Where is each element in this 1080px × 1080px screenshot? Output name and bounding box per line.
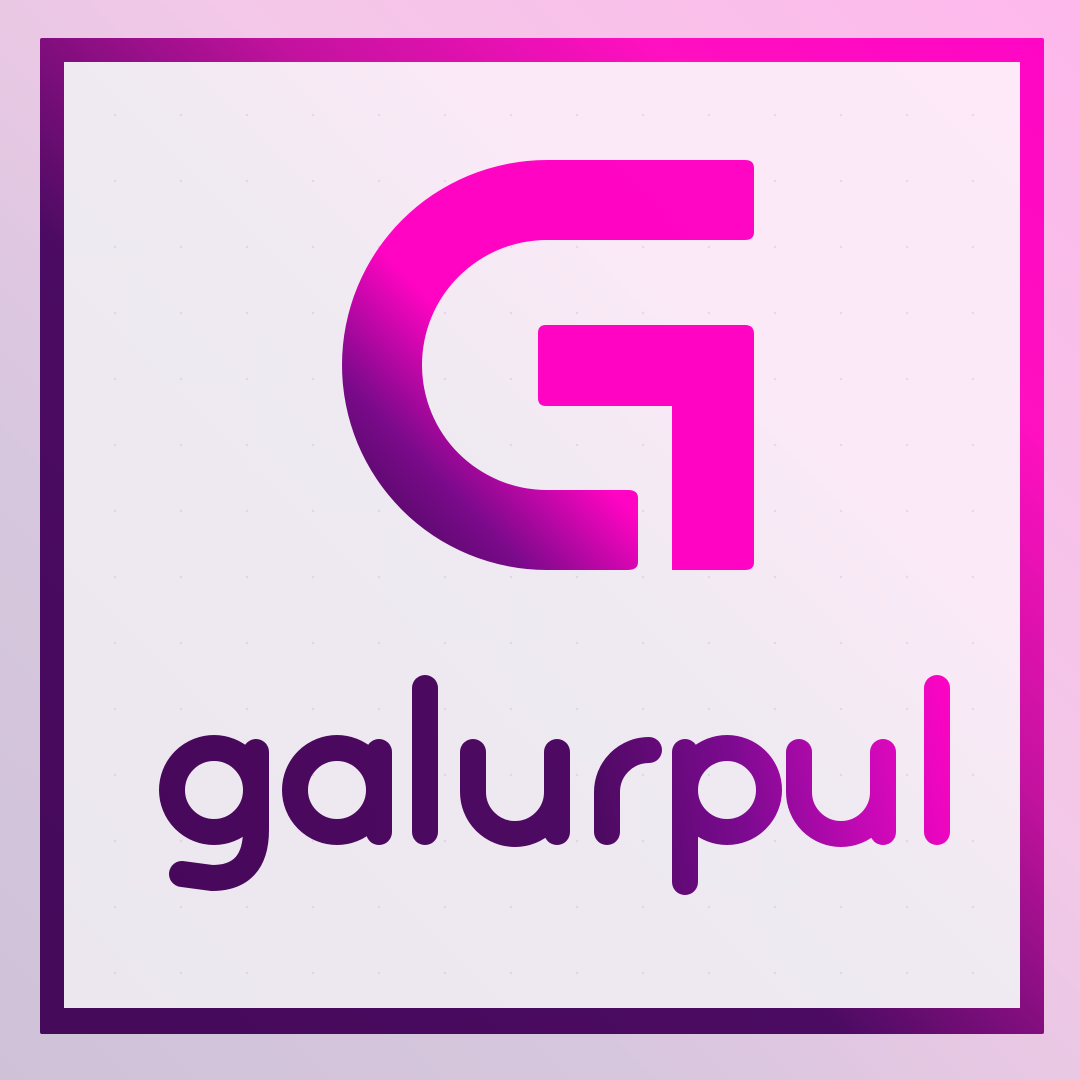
g-monogram-icon: [342, 160, 754, 570]
wordmark-text: galurpul: [226, 686, 885, 873]
wordmark-glyphs: [159, 675, 950, 895]
